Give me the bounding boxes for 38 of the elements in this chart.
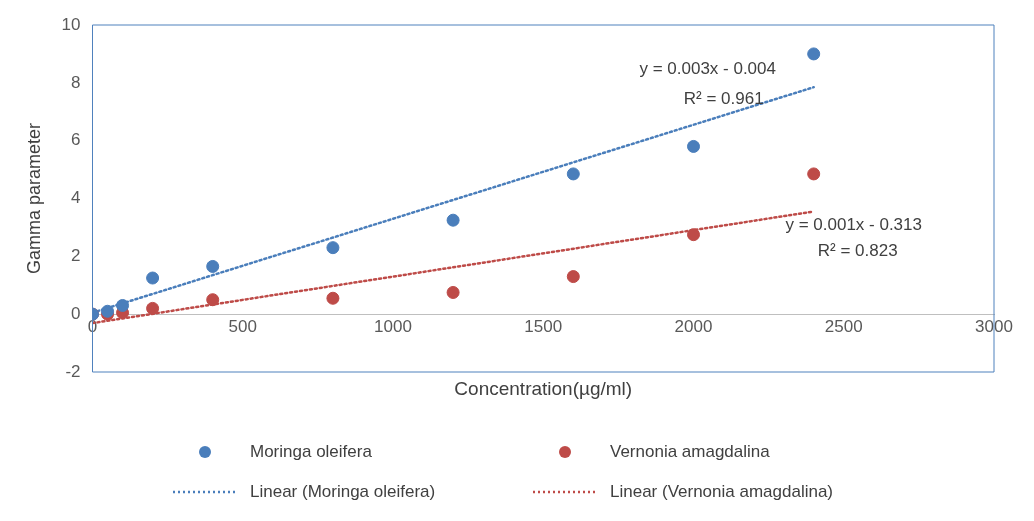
point bbox=[446, 285, 460, 299]
legend-label: Linear (Moringa oleifera) bbox=[250, 482, 436, 502]
x-tick-label: 1500 bbox=[524, 317, 563, 337]
point bbox=[807, 47, 821, 61]
x-tick-label: 3000 bbox=[975, 317, 1013, 337]
point bbox=[687, 228, 700, 242]
x-tick-label: 1000 bbox=[374, 317, 412, 337]
x-axis-title: Concentration(µg/ml) bbox=[454, 378, 633, 400]
point bbox=[566, 167, 580, 181]
point bbox=[807, 167, 821, 181]
x-tick-label: 2000 bbox=[674, 317, 713, 337]
point bbox=[146, 301, 160, 315]
point bbox=[687, 139, 700, 153]
annotation: R² = 0.961 bbox=[683, 88, 764, 108]
point bbox=[206, 259, 220, 273]
x-tick-label: 2500 bbox=[824, 317, 863, 337]
legend-label: Moringa oleifera bbox=[250, 442, 372, 462]
point bbox=[146, 271, 160, 285]
y-tick-label: 10 bbox=[61, 14, 81, 34]
point bbox=[116, 298, 130, 312]
y-tick-label: 2 bbox=[71, 246, 81, 266]
point bbox=[326, 291, 340, 305]
y-axis-title: Gamma parameter bbox=[23, 122, 44, 275]
y-tick-label: 0 bbox=[71, 303, 81, 323]
y-tick-label: 8 bbox=[71, 72, 81, 92]
point bbox=[446, 213, 460, 227]
y-tick-label: 6 bbox=[71, 130, 81, 150]
y-tick-label: -2 bbox=[65, 361, 81, 381]
legend-label: Linear (Vernonia amagdalina) bbox=[610, 482, 834, 502]
annotation: y = 0.001x - 0.313 bbox=[785, 215, 922, 235]
point bbox=[326, 241, 340, 255]
y-tick-label: 4 bbox=[71, 188, 81, 208]
x-tick-label: 500 bbox=[228, 317, 257, 337]
annotation: R² = 0.823 bbox=[817, 241, 898, 261]
annotation: y = 0.003x - 0.004 bbox=[639, 58, 776, 78]
legend-label: Vernonia amagdalina bbox=[610, 442, 770, 462]
point bbox=[206, 293, 220, 307]
point bbox=[566, 270, 580, 284]
